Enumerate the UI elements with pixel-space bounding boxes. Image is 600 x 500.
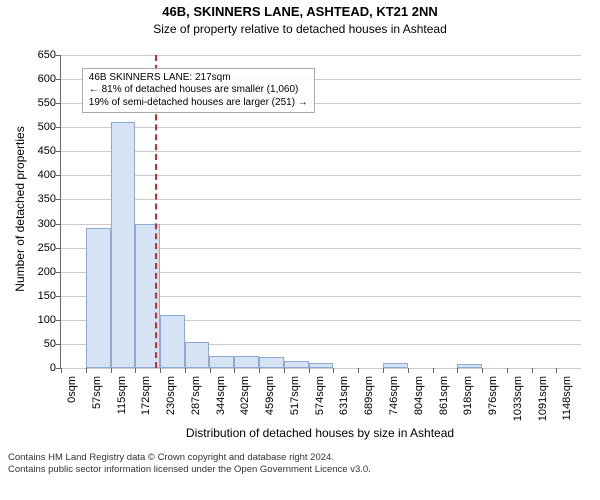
histogram-bar bbox=[457, 364, 482, 368]
y-gridline bbox=[61, 127, 581, 128]
y-gridline bbox=[61, 151, 581, 152]
x-tick bbox=[333, 368, 334, 373]
x-tick-label: 1091sqm bbox=[537, 376, 549, 426]
x-tick-label: 861sqm bbox=[438, 376, 450, 426]
histogram-bar bbox=[234, 356, 259, 368]
x-tick bbox=[234, 368, 235, 373]
chart-title-address: 46B, SKINNERS LANE, ASHTEAD, KT21 2NN bbox=[0, 4, 600, 19]
y-tick-label: 400 bbox=[26, 169, 56, 181]
x-tick-label: 746sqm bbox=[388, 376, 400, 426]
x-tick bbox=[482, 368, 483, 373]
histogram-bar bbox=[259, 357, 284, 368]
x-tick bbox=[383, 368, 384, 373]
x-tick-label: 402sqm bbox=[239, 376, 251, 426]
chart-container: 46B, SKINNERS LANE, ASHTEAD, KT21 2NN Si… bbox=[0, 0, 600, 500]
y-tick-label: 150 bbox=[26, 290, 56, 302]
footer-line: Contains HM Land Registry data © Crown c… bbox=[8, 452, 592, 464]
x-tick bbox=[507, 368, 508, 373]
x-tick bbox=[284, 368, 285, 373]
x-tick-label: 631sqm bbox=[338, 376, 350, 426]
chart-title-desc: Size of property relative to detached ho… bbox=[0, 22, 600, 36]
plot-area: 0501001502002503003504004505005506006500… bbox=[60, 55, 581, 369]
x-tick bbox=[457, 368, 458, 373]
y-tick bbox=[56, 55, 61, 56]
x-axis-label: Distribution of detached houses by size … bbox=[60, 426, 580, 440]
y-tick-label: 50 bbox=[26, 338, 56, 350]
y-tick-label: 200 bbox=[26, 266, 56, 278]
y-tick bbox=[56, 103, 61, 104]
x-tick-label: 804sqm bbox=[413, 376, 425, 426]
x-tick-label: 57sqm bbox=[91, 376, 103, 426]
y-axis-label: Number of detached properties bbox=[13, 109, 27, 309]
x-tick bbox=[532, 368, 533, 373]
x-tick bbox=[358, 368, 359, 373]
histogram-bar bbox=[86, 228, 111, 368]
y-gridline bbox=[61, 55, 581, 56]
y-tick bbox=[56, 127, 61, 128]
x-tick-label: 1033sqm bbox=[512, 376, 524, 426]
x-tick-label: 459sqm bbox=[264, 376, 276, 426]
x-tick-label: 976sqm bbox=[487, 376, 499, 426]
y-tick bbox=[56, 248, 61, 249]
histogram-bar bbox=[160, 315, 185, 368]
x-tick-label: 1148sqm bbox=[561, 376, 573, 426]
y-tick bbox=[56, 344, 61, 345]
x-tick bbox=[408, 368, 409, 373]
x-tick-label: 344sqm bbox=[215, 376, 227, 426]
x-tick-label: 115sqm bbox=[116, 376, 128, 426]
annotation-line: 19% of semi-detached houses are larger (… bbox=[89, 97, 308, 110]
y-tick-label: 100 bbox=[26, 314, 56, 326]
x-tick bbox=[185, 368, 186, 373]
x-tick-label: 230sqm bbox=[165, 376, 177, 426]
histogram-bar bbox=[309, 363, 334, 368]
x-tick-label: 918sqm bbox=[462, 376, 474, 426]
x-tick bbox=[309, 368, 310, 373]
x-tick bbox=[210, 368, 211, 373]
annotation-line: 46B SKINNERS LANE: 217sqm bbox=[89, 72, 308, 85]
y-tick-label: 550 bbox=[26, 97, 56, 109]
x-tick bbox=[160, 368, 161, 373]
y-gridline bbox=[61, 199, 581, 200]
y-tick-label: 250 bbox=[26, 242, 56, 254]
x-tick bbox=[86, 368, 87, 373]
x-tick-label: 0sqm bbox=[66, 376, 78, 426]
histogram-bar bbox=[185, 342, 210, 368]
y-tick-label: 300 bbox=[26, 218, 56, 230]
x-tick bbox=[556, 368, 557, 373]
y-tick bbox=[56, 320, 61, 321]
x-tick bbox=[433, 368, 434, 373]
y-tick bbox=[56, 199, 61, 200]
annotation-line: ← 81% of detached houses are smaller (1,… bbox=[89, 84, 308, 97]
y-tick-label: 650 bbox=[26, 49, 56, 61]
y-tick bbox=[56, 224, 61, 225]
x-tick-label: 287sqm bbox=[190, 376, 202, 426]
x-tick-label: 574sqm bbox=[314, 376, 326, 426]
footer-line: Contains public sector information licen… bbox=[8, 464, 592, 476]
y-tick-label: 0 bbox=[26, 362, 56, 374]
y-tick bbox=[56, 272, 61, 273]
y-gridline bbox=[61, 175, 581, 176]
y-tick bbox=[56, 296, 61, 297]
x-tick bbox=[259, 368, 260, 373]
y-tick bbox=[56, 175, 61, 176]
x-tick bbox=[135, 368, 136, 373]
y-tick-label: 600 bbox=[26, 73, 56, 85]
y-tick-label: 350 bbox=[26, 193, 56, 205]
histogram-bar bbox=[111, 122, 136, 368]
y-tick bbox=[56, 79, 61, 80]
y-gridline bbox=[61, 368, 581, 369]
x-tick bbox=[111, 368, 112, 373]
histogram-bar bbox=[284, 361, 309, 368]
x-tick-label: 172sqm bbox=[140, 376, 152, 426]
histogram-bar bbox=[383, 363, 408, 368]
y-tick bbox=[56, 151, 61, 152]
histogram-bar bbox=[209, 356, 234, 368]
x-tick bbox=[61, 368, 62, 373]
x-tick-label: 689sqm bbox=[363, 376, 375, 426]
x-tick-label: 517sqm bbox=[289, 376, 301, 426]
y-tick-label: 500 bbox=[26, 121, 56, 133]
y-tick-label: 450 bbox=[26, 145, 56, 157]
chart-footer: Contains HM Land Registry data © Crown c… bbox=[0, 448, 600, 480]
annotation-box: 46B SKINNERS LANE: 217sqm← 81% of detach… bbox=[82, 68, 315, 114]
